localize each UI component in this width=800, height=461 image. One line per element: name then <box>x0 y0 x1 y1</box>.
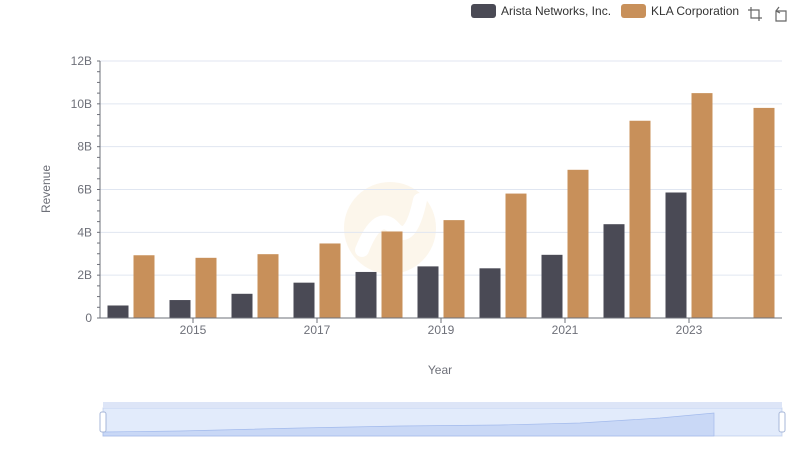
bar-kla-2018[interactable] <box>381 231 403 318</box>
y-tick-label: 8B <box>77 140 92 154</box>
chart-toolbox <box>747 6 799 22</box>
datazoom-slider[interactable] <box>99 402 786 437</box>
datazoom-preview-area <box>102 412 715 437</box>
restore-icon[interactable] <box>773 6 789 22</box>
chart-legend: Arista Networks, Inc. KLA Corporation <box>471 4 749 18</box>
bar-arista-2015[interactable] <box>169 300 191 318</box>
x-tick-label: 2017 <box>304 323 331 337</box>
x-tick-label: 2021 <box>552 323 579 337</box>
bar-kla-2024[interactable] <box>753 107 775 318</box>
datazoom-selection <box>103 408 782 436</box>
y-tick-label: 10B <box>71 97 92 111</box>
legend-item-kla[interactable]: KLA Corporation <box>621 4 739 18</box>
bar-arista-2021[interactable] <box>541 254 563 318</box>
bar-kla-2015[interactable] <box>195 257 217 318</box>
bar-arista-2017[interactable] <box>293 282 315 318</box>
bar-arista-2016[interactable] <box>231 293 253 318</box>
x-tick-label: 2015 <box>180 323 207 337</box>
legend-label-kla: KLA Corporation <box>651 4 740 18</box>
bar-kla-2017[interactable] <box>319 243 341 318</box>
x-axis-title: Year <box>428 363 452 377</box>
legend-label-arista: Arista Networks, Inc. <box>501 4 612 18</box>
x-tick-label: 2019 <box>428 323 455 337</box>
bar-arista-2023[interactable] <box>665 192 687 318</box>
datazoom-handle-right[interactable] <box>778 411 786 433</box>
bar-kla-2022[interactable] <box>629 120 651 318</box>
y-tick-label: 2B <box>77 268 92 282</box>
zoom-icon[interactable] <box>747 6 763 22</box>
watermark-logo <box>344 182 436 274</box>
bar-kla-2020[interactable] <box>505 193 527 318</box>
legend-item-arista[interactable]: Arista Networks, Inc. <box>471 4 611 18</box>
bar-kla-2019[interactable] <box>443 220 465 318</box>
bar-kla-2023[interactable] <box>691 93 713 318</box>
bar-kla-2014[interactable] <box>133 255 155 318</box>
x-tick-label: 2023 <box>676 323 703 337</box>
datazoom-handle-left[interactable] <box>99 411 107 433</box>
bar-arista-2022[interactable] <box>603 224 625 318</box>
y-tick-label: 12B <box>71 54 92 68</box>
legend-swatch-arista <box>471 4 496 18</box>
legend-swatch-kla <box>621 4 647 18</box>
y-axis-title: Revenue <box>39 165 53 213</box>
datazoom-top-bar[interactable] <box>103 402 782 408</box>
y-tick-label: 0 <box>85 311 92 325</box>
bar-arista-2014[interactable] <box>107 305 129 318</box>
bar-arista-2018[interactable] <box>355 271 377 318</box>
bar-kla-2021[interactable] <box>567 169 589 318</box>
bar-kla-2016[interactable] <box>257 254 279 318</box>
y-tick-label: 6B <box>77 183 92 197</box>
bar-arista-2020[interactable] <box>479 268 501 318</box>
bar-arista-2019[interactable] <box>417 266 439 318</box>
y-tick-label: 4B <box>77 225 92 239</box>
